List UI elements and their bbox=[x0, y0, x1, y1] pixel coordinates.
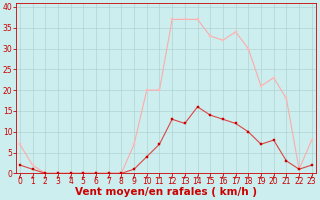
X-axis label: Vent moyen/en rafales ( km/h ): Vent moyen/en rafales ( km/h ) bbox=[75, 187, 257, 197]
